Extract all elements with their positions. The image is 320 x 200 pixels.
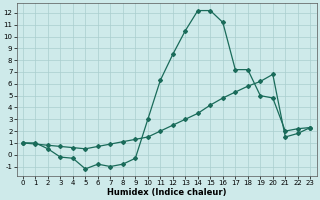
X-axis label: Humidex (Indice chaleur): Humidex (Indice chaleur) [107,188,226,197]
